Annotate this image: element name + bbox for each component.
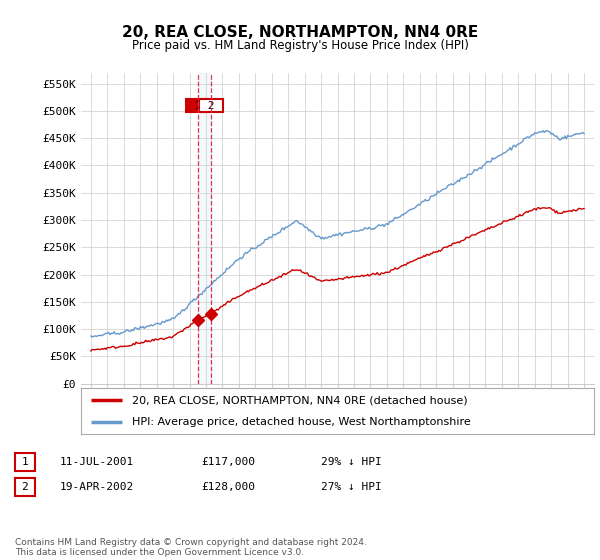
Text: 27% ↓ HPI: 27% ↓ HPI bbox=[321, 482, 382, 492]
Text: 20, REA CLOSE, NORTHAMPTON, NN4 0RE (detached house): 20, REA CLOSE, NORTHAMPTON, NN4 0RE (det… bbox=[133, 395, 468, 405]
Text: 1: 1 bbox=[188, 100, 208, 110]
Text: HPI: Average price, detached house, West Northamptonshire: HPI: Average price, detached house, West… bbox=[133, 417, 471, 427]
Bar bbox=[198, 73, 211, 384]
Text: 1: 1 bbox=[22, 457, 28, 467]
Text: Contains HM Land Registry data © Crown copyright and database right 2024.
This d: Contains HM Land Registry data © Crown c… bbox=[15, 538, 367, 557]
Text: 19-APR-2002: 19-APR-2002 bbox=[60, 482, 134, 492]
Text: 2: 2 bbox=[22, 482, 28, 492]
Text: £117,000: £117,000 bbox=[201, 457, 255, 467]
Text: 20, REA CLOSE, NORTHAMPTON, NN4 0RE: 20, REA CLOSE, NORTHAMPTON, NN4 0RE bbox=[122, 25, 478, 40]
Text: 29% ↓ HPI: 29% ↓ HPI bbox=[321, 457, 382, 467]
Text: 11-JUL-2001: 11-JUL-2001 bbox=[60, 457, 134, 467]
Text: £128,000: £128,000 bbox=[201, 482, 255, 492]
Text: 2: 2 bbox=[201, 100, 221, 110]
Text: Price paid vs. HM Land Registry's House Price Index (HPI): Price paid vs. HM Land Registry's House … bbox=[131, 39, 469, 52]
